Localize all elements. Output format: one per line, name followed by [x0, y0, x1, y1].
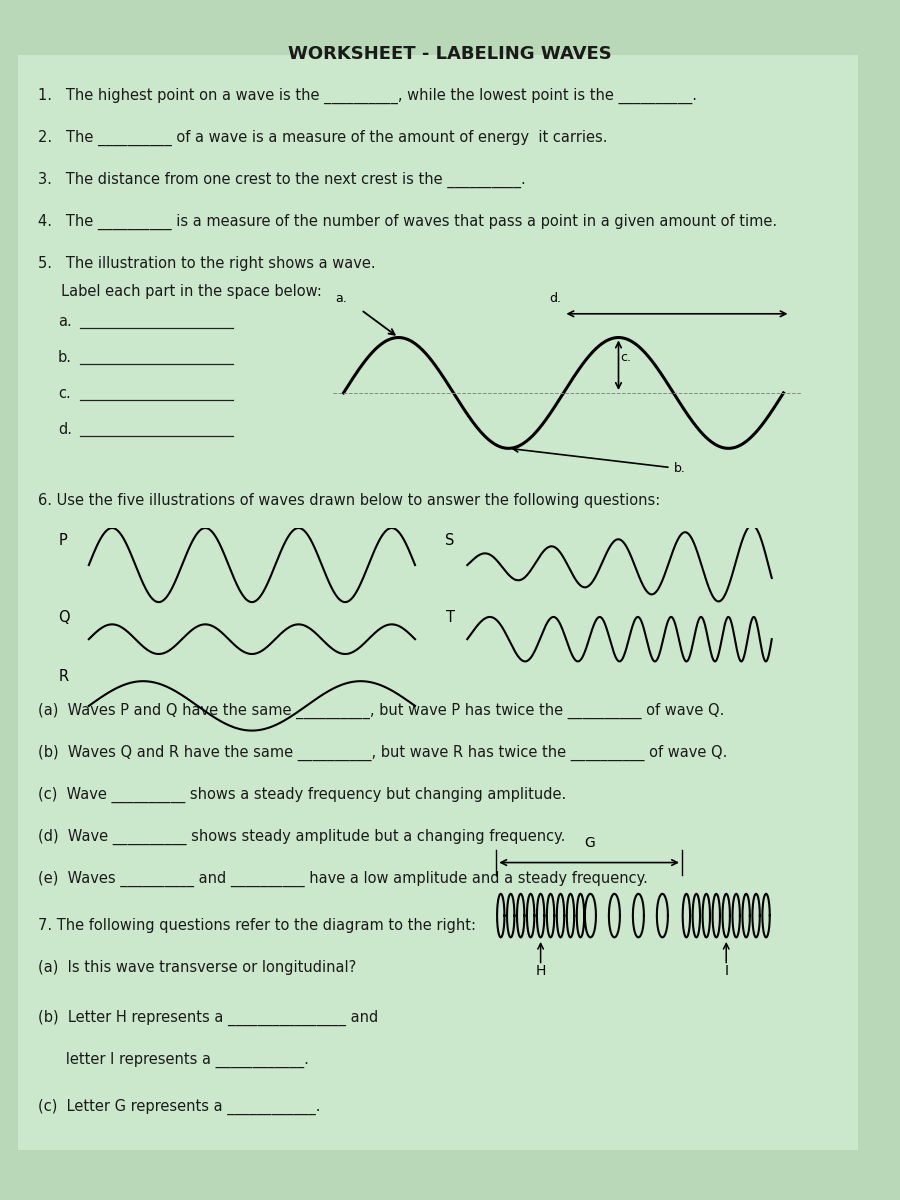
Text: (a)  Waves P and Q have the same __________, but wave P has twice the __________: (a) Waves P and Q have the same ________… [38, 703, 724, 719]
Text: b.: b. [58, 350, 72, 365]
Text: I: I [724, 964, 728, 978]
Text: letter I represents a ____________.: letter I represents a ____________. [38, 1052, 309, 1068]
Text: b.: b. [513, 446, 686, 475]
Text: T: T [446, 610, 454, 625]
Text: H: H [536, 964, 545, 978]
Text: d.: d. [550, 292, 562, 305]
Text: WORKSHEET - LABELING WAVES: WORKSHEET - LABELING WAVES [288, 44, 612, 62]
Text: 2.   The __________ of a wave is a measure of the amount of energy  it carries.: 2. The __________ of a wave is a measure… [38, 130, 608, 146]
Text: (b)  Letter H represents a ________________ and: (b) Letter H represents a ______________… [38, 1010, 378, 1026]
Text: G: G [584, 836, 595, 850]
Text: S: S [446, 533, 454, 548]
Text: 7. The following questions refer to the diagram to the right:: 7. The following questions refer to the … [38, 918, 476, 934]
Text: Q: Q [58, 610, 70, 625]
Text: c.: c. [620, 352, 631, 365]
Text: a.: a. [335, 292, 346, 305]
Text: 3.   The distance from one crest to the next crest is the __________.: 3. The distance from one crest to the ne… [38, 172, 526, 188]
Text: (b)  Waves Q and R have the same __________, but wave R has twice the __________: (b) Waves Q and R have the same ________… [38, 745, 727, 761]
Text: 4.   The __________ is a measure of the number of waves that pass a point in a g: 4. The __________ is a measure of the nu… [38, 214, 777, 230]
Text: 6. Use the five illustrations of waves drawn below to answer the following quest: 6. Use the five illustrations of waves d… [38, 493, 661, 508]
Text: (c)  Wave __________ shows a steady frequency but changing amplitude.: (c) Wave __________ shows a steady frequ… [38, 787, 566, 803]
Text: d.: d. [58, 422, 72, 437]
Text: (d)  Wave __________ shows steady amplitude but a changing frequency.: (d) Wave __________ shows steady amplitu… [38, 829, 565, 845]
Text: 5.   The illustration to the right shows a wave.: 5. The illustration to the right shows a… [38, 256, 375, 271]
Text: Label each part in the space below:: Label each part in the space below: [38, 284, 322, 299]
Text: 1.   The highest point on a wave is the __________, while the lowest point is th: 1. The highest point on a wave is the __… [38, 88, 697, 104]
Text: R: R [58, 670, 68, 684]
Text: c.: c. [58, 386, 71, 401]
Text: (a)  Is this wave transverse or longitudinal?: (a) Is this wave transverse or longitudi… [38, 960, 356, 974]
FancyBboxPatch shape [18, 55, 858, 1150]
Text: (c)  Letter G represents a ____________.: (c) Letter G represents a ____________. [38, 1099, 320, 1115]
Text: (e)  Waves __________ and __________ have a low amplitude and a steady frequency: (e) Waves __________ and __________ have… [38, 871, 648, 887]
Text: a.: a. [58, 314, 72, 329]
Text: P: P [58, 533, 68, 548]
